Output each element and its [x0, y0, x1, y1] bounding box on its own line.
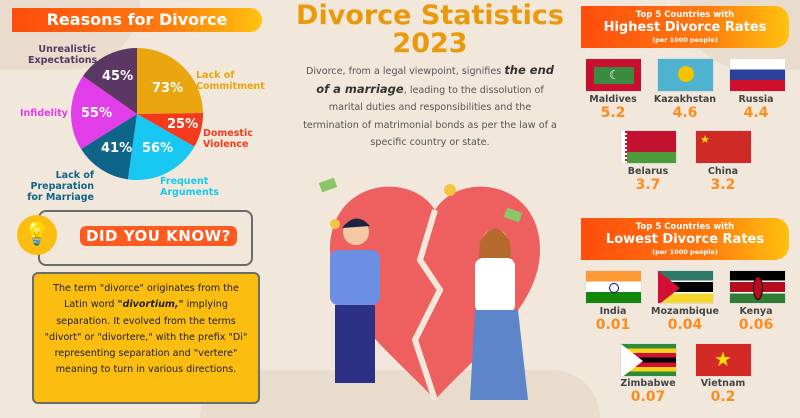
lightbulb-icon: 💡 [17, 215, 57, 255]
lowest-unit: (per 1000 people) [652, 248, 718, 256]
country-name: Kazakhstan [653, 94, 717, 105]
coin-icon [444, 184, 456, 196]
country-value: 4.4 [743, 105, 769, 121]
country-name: Belarus [627, 166, 669, 177]
flag-russia [729, 58, 786, 92]
country-value: 0.07 [630, 389, 666, 405]
country-value: 3.7 [635, 177, 661, 193]
highest-line1: Top 5 Countries with [635, 10, 735, 20]
lowest-line1: Top 5 Countries with [635, 222, 735, 232]
intro-start: Divorce, from a legal viewpoint, signifi… [305, 66, 502, 77]
pct-unrealistic: 45% [102, 69, 134, 84]
country-name: Mozambique [651, 306, 719, 317]
fact-emphasis: "divortium," [117, 299, 184, 311]
label-unrealistic: Unrealistic Expectations [28, 44, 98, 66]
pie-slice-infidelity [70, 76, 137, 150]
pct-commitment: 73% [152, 81, 184, 96]
country-name: India [599, 306, 627, 317]
did-you-know-heading: DID YOU KNOW? [80, 226, 237, 246]
flag-kenya [729, 270, 786, 304]
reasons-banner: Reasons for Divorce [12, 8, 262, 32]
flag-maldives: ☾ [585, 58, 642, 92]
flag-mozambique [657, 270, 714, 304]
pct-preparation: 41% [101, 141, 133, 156]
pct-infidelity: 55% [81, 106, 113, 121]
pct-arguments: 56% [142, 141, 174, 156]
broken-heart-illustration [318, 177, 540, 401]
man-pants [335, 305, 375, 383]
reasons-title: Reasons for Divorce [46, 10, 228, 29]
intro-emphasis: the end of a marriage [316, 63, 555, 96]
woman-shirt [475, 258, 515, 313]
country-value: 3.2 [710, 177, 736, 193]
flag-kazakhstan [657, 58, 714, 92]
country-value: 5.2 [600, 105, 626, 121]
pie-slice-lack-of-preparation-for-marriage [81, 114, 137, 180]
fact-text-rest: implying separation. It evolved from the… [44, 299, 248, 376]
money-icon [503, 207, 523, 223]
pie-slice-unrealistic-expectations [82, 48, 137, 114]
country-value: 0.04 [667, 317, 703, 333]
label-preparation: Lack of Preparation for Marriage [27, 170, 94, 203]
flag-zimbabwe [620, 343, 677, 377]
label-infidelity: Infidelity [20, 108, 68, 119]
coin-icon [330, 219, 340, 229]
pct-violence: 25% [167, 117, 199, 132]
country-name: Zimbabwe [620, 378, 676, 389]
lowest-banner: Top 5 Countries with Lowest Divorce Rate… [581, 218, 789, 260]
intro-text: Divorce, from a legal viewpoint, signifi… [300, 62, 560, 152]
country-name: Maldives [589, 94, 637, 105]
title-line1: Divorce Statistics [296, 0, 564, 31]
highest-line2: Highest Divorce Rates [603, 20, 767, 35]
highest-unit: (per 1000 people) [652, 36, 718, 44]
intro-end: , leading to the dissolution of marital … [303, 84, 557, 149]
country-value: 4.6 [672, 105, 698, 121]
pie-slice-lack-of-commitment [137, 48, 203, 114]
country-value: 0.06 [738, 317, 774, 333]
country-name: China [707, 166, 739, 177]
lowest-line2: Lowest Divorce Rates [605, 232, 765, 247]
label-commitment: Lack of Commitment [196, 70, 265, 92]
country-value: 0.2 [710, 389, 736, 405]
money-icon [318, 177, 338, 193]
fact-text: The term "divorce" originates from the L… [53, 283, 239, 311]
highest-banner: Top 5 Countries with Highest Divorce Rat… [581, 6, 789, 48]
country-name: Vietnam [700, 378, 746, 389]
country-value: 0.01 [595, 317, 631, 333]
woman-pants [470, 310, 528, 400]
flag-belarus [620, 130, 677, 164]
label-violence: Domestic Violence [203, 128, 253, 150]
country-name: Kenya [739, 306, 773, 317]
pie-slice-frequent-arguments [127, 114, 195, 180]
did-you-know-text: The term "divorce" originates from the L… [32, 272, 260, 404]
country-name: Russia [738, 94, 774, 105]
flag-vietnam: ★ [695, 343, 752, 377]
label-arguments: Frequent Arguments [160, 176, 219, 198]
background-blob [200, 370, 600, 418]
flag-china: ★ [695, 130, 752, 164]
flag-india [585, 270, 642, 304]
pie-chart [70, 48, 203, 180]
title-line2: 2023 [392, 28, 468, 59]
man-shirt [330, 250, 380, 305]
page-title: Divorce Statistics 2023 [280, 2, 580, 58]
pie-slice-domestic-violence [137, 112, 203, 147]
